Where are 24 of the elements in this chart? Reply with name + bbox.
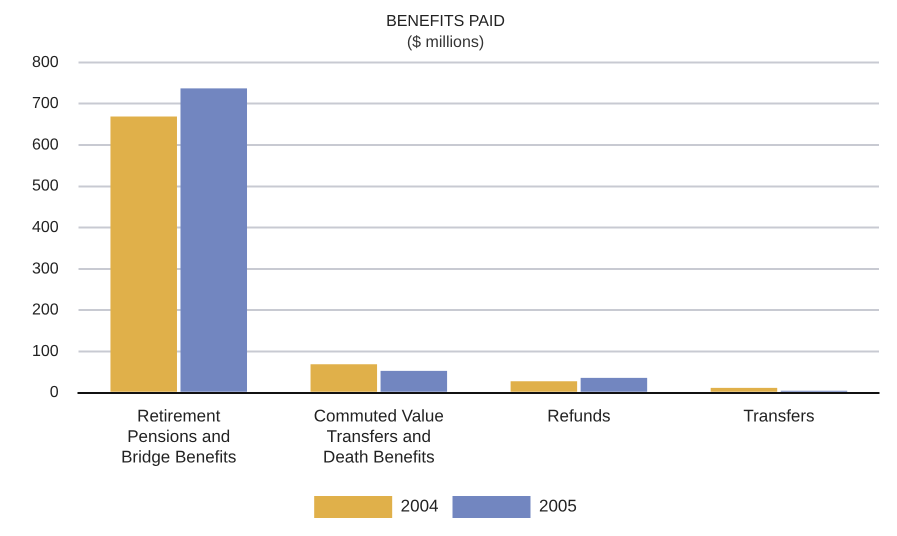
x-tick-label: Refunds [547, 406, 611, 426]
x-tick-label: Transfers [743, 406, 815, 426]
legend-label: 2004 [400, 496, 439, 516]
bar [710, 388, 778, 392]
y-tick-label: 200 [32, 302, 59, 319]
y-tick-label: 400 [32, 219, 59, 236]
y-tick-label: 700 [32, 95, 59, 112]
y-tick-label: 0 [50, 384, 59, 402]
y-tick-label: 600 [32, 136, 59, 154]
bar [510, 381, 578, 392]
legend-label: 2005 [539, 496, 577, 516]
y-tick-label: 300 [32, 260, 59, 278]
chart-title: BENEFITS PAID [386, 13, 505, 30]
y-tick-label: 100 [32, 342, 59, 360]
chart-subtitle: ($ millions) [406, 34, 484, 52]
bar [380, 370, 448, 392]
x-tick-label: Commuted Value Transfers and Death Benefits [314, 406, 444, 466]
x-tick-label: Retirement Pensions and Bridge Benefits [121, 406, 236, 466]
bar [110, 116, 177, 392]
y-tick-label: 800 [32, 54, 59, 71]
bar [580, 378, 648, 392]
y-tick-label: 500 [32, 178, 59, 195]
bar [180, 88, 248, 392]
bar [310, 364, 378, 392]
